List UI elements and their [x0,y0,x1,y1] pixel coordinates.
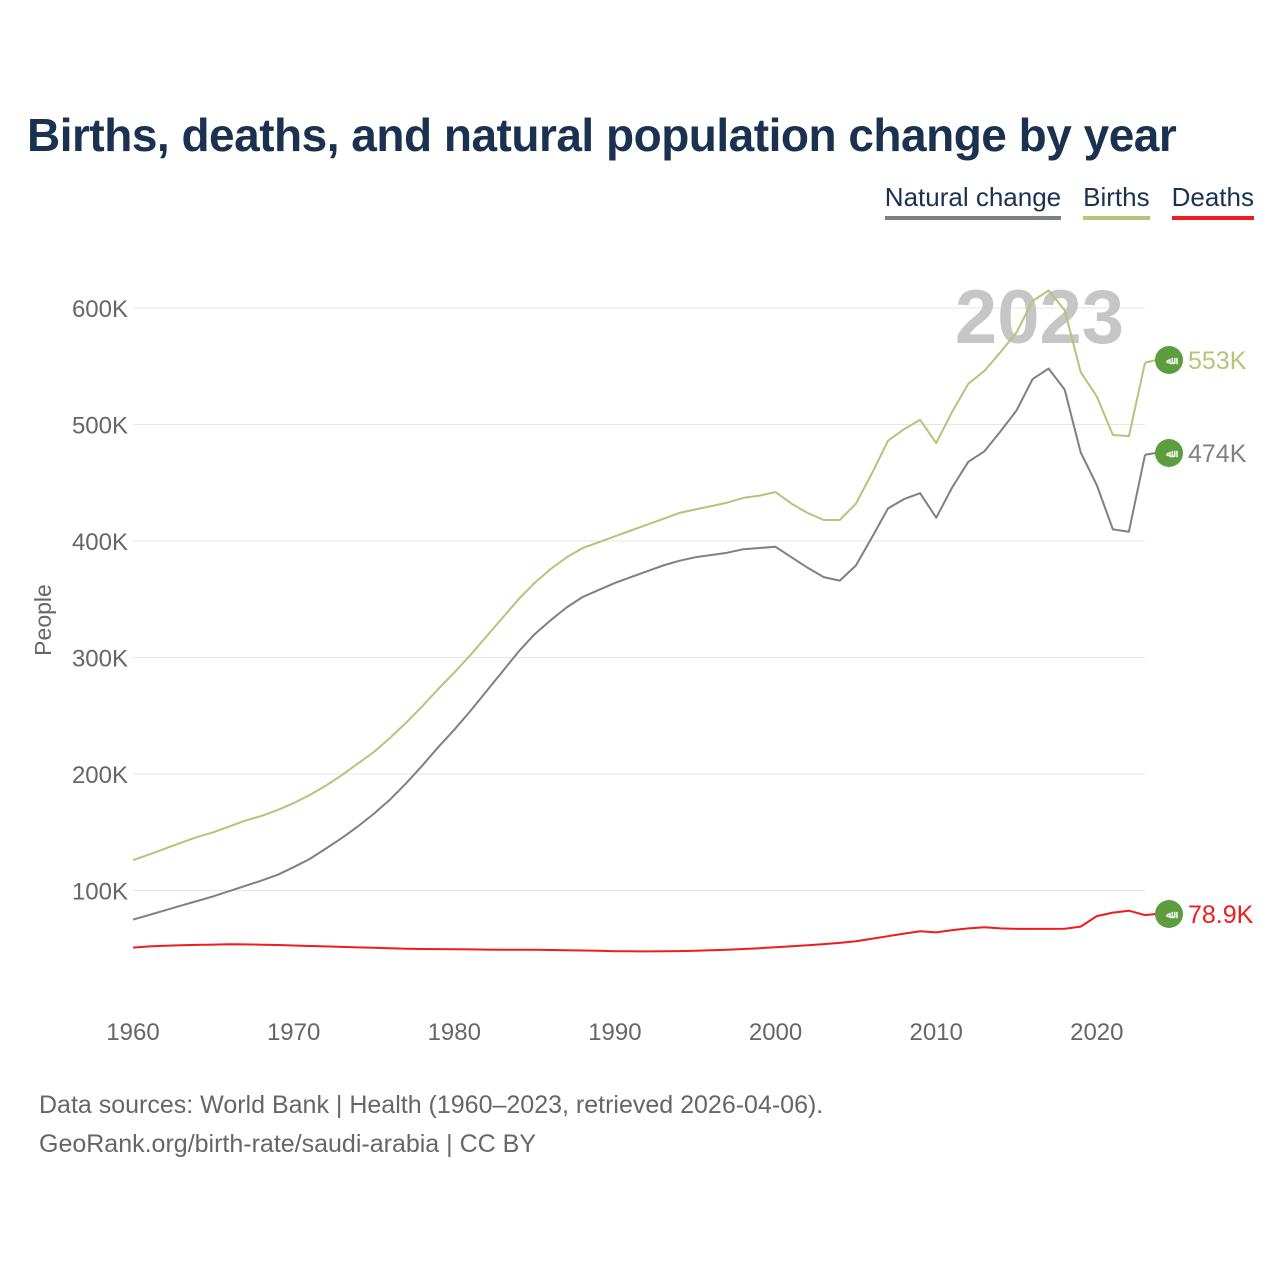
y-tick-label: 400K [72,529,128,556]
y-axis-label: People [30,584,56,656]
y-tick-label: 600K [72,296,128,323]
footer-attribution: GeoRank.org/birth-rate/saudi-arabia | CC… [39,1130,536,1158]
legend-item-deaths[interactable]: Deaths [1171,182,1254,220]
flag-icon [1155,346,1183,374]
x-tick-label: 1970 [267,1019,320,1046]
x-tick-label: 2010 [909,1019,962,1046]
y-tick-label: 500K [72,413,128,440]
chart-title: Births, deaths, and natural population c… [27,109,1177,161]
flag-icon [1155,900,1183,928]
x-tick-label: 1960 [106,1019,159,1046]
series-line-births [132,289,1146,862]
end-connector [1144,452,1157,456]
x-tick-label: 2020 [1070,1019,1123,1046]
x-tick-label: 1980 [428,1019,481,1046]
x-tick-label: 1990 [588,1019,641,1046]
end-connector [1144,359,1157,364]
footer: Data sources: World Bank | Health (1960–… [39,1086,823,1164]
legend-item-births[interactable]: Births [1083,182,1150,220]
year-label: 2023 [955,275,1124,360]
y-tick-label: 100K [72,879,128,906]
flag-icon [1155,439,1183,467]
footer-sources: Data sources: World Bank | Health (1960–… [39,1091,824,1119]
series-line-deaths [132,909,1146,953]
end-value-label: 474K [1188,440,1247,468]
end-value-label: 78.9K [1188,901,1254,929]
legend-item-natural-change[interactable]: Natural change [884,182,1062,220]
y-tick-label: 200K [72,762,128,789]
series-line-natural-change [132,367,1146,921]
x-tick-label: 2000 [749,1019,802,1046]
end-connector [1144,913,1157,917]
y-tick-label: 300K [72,646,128,673]
end-value-label: 553K [1188,347,1247,375]
legend: Natural change Births Deaths [884,182,1254,220]
